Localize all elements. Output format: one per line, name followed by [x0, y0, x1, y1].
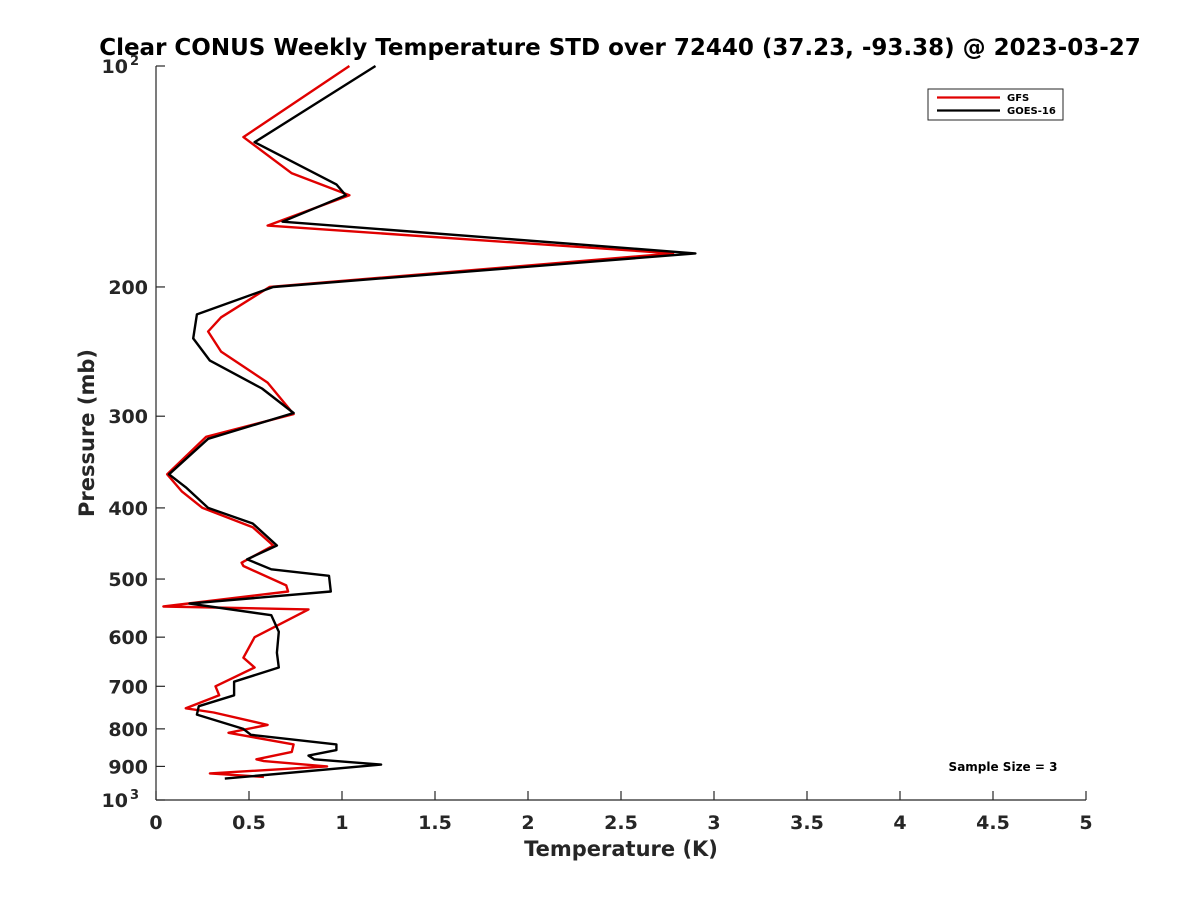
y-tick-exponent: 3: [130, 788, 139, 803]
x-axis-label: Temperature (K): [524, 837, 718, 861]
legend: GFS GOES-16: [927, 88, 1064, 121]
x-tick-label: 3.5: [790, 812, 824, 834]
y-tick-label: 10: [102, 56, 128, 78]
x-tick-label: 0: [149, 812, 162, 834]
x-ticks: 0 0.5 1 1.5 2 2.5 3 3.5 4 4.5 5: [149, 791, 1093, 834]
x-tick-label: 4: [893, 812, 906, 834]
y-tick-label: 200: [108, 277, 148, 299]
y-tick-label: 10: [102, 790, 128, 812]
y-tick-label: 700: [108, 676, 148, 698]
y-tick-label: 600: [108, 627, 148, 649]
x-tick-label: 1.5: [418, 812, 452, 834]
legend-box: [927, 88, 1064, 121]
x-tick-label: 2.5: [604, 812, 638, 834]
x-tick-label: 2: [521, 812, 534, 834]
x-tick-label: 1: [335, 812, 348, 834]
y-axis-label: Pressure (mb): [75, 349, 99, 517]
y-tick-label: 900: [108, 756, 148, 778]
series-line-goes16: [167, 64, 697, 780]
chart-title: Clear CONUS Weekly Temperature STD over …: [99, 35, 1141, 61]
legend-label-gfs: GFS: [1007, 93, 1029, 104]
x-tick-label: 3: [707, 812, 720, 834]
x-tick-label: 4.5: [976, 812, 1010, 834]
sample-size-annotation: Sample Size = 3: [949, 760, 1058, 774]
x-tick-label: 0.5: [232, 812, 266, 834]
y-tick-label: 400: [108, 498, 148, 520]
y-tick-label: 800: [108, 719, 148, 741]
y-tick-label: 500: [108, 569, 148, 591]
y-tick-label: 300: [108, 406, 148, 428]
y-tick-exponent: 2: [130, 54, 139, 69]
axes: [155, 66, 1086, 801]
series-line-gfs: [162, 65, 675, 779]
legend-label-goes16: GOES-16: [1007, 106, 1056, 117]
x-tick-label: 5: [1079, 812, 1092, 834]
series-layer: [162, 64, 697, 780]
